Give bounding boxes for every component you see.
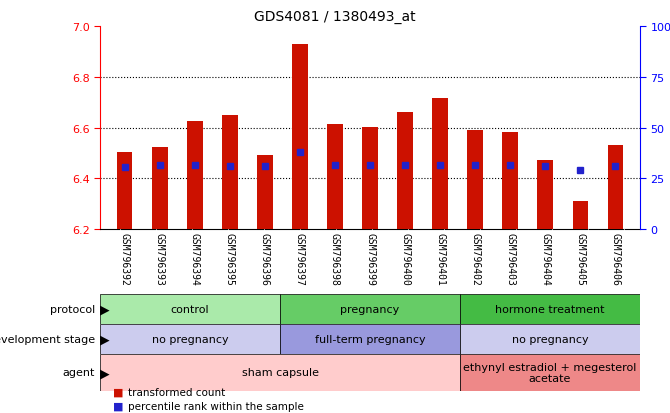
Text: GSM796404: GSM796404 [540, 233, 550, 285]
Text: GSM796399: GSM796399 [365, 233, 375, 285]
Bar [537, 161, 553, 230]
Bar [151, 148, 168, 230]
Text: GSM796393: GSM796393 [155, 233, 165, 285]
Text: ■: ■ [113, 387, 124, 397]
Text: no pregnancy: no pregnancy [512, 334, 588, 344]
Text: GSM796392: GSM796392 [119, 233, 129, 285]
Text: GSM796400: GSM796400 [400, 233, 410, 285]
Text: GSM796394: GSM796394 [190, 233, 200, 285]
Text: hormone treatment: hormone treatment [495, 304, 605, 314]
Text: GSM796406: GSM796406 [610, 233, 620, 285]
Bar [327, 125, 343, 230]
Text: full-term pregnancy: full-term pregnancy [315, 334, 425, 344]
Text: development stage: development stage [0, 334, 95, 344]
Text: GSM796398: GSM796398 [330, 233, 340, 285]
Text: control: control [171, 304, 209, 314]
Bar [572, 201, 588, 230]
Bar [467, 131, 483, 230]
Bar [460, 294, 640, 324]
Text: GSM796405: GSM796405 [576, 233, 586, 285]
Text: agent: agent [62, 368, 95, 377]
Bar [292, 45, 308, 230]
Text: transformed count: transformed count [128, 387, 225, 397]
Text: protocol: protocol [50, 304, 95, 314]
Text: GSM796403: GSM796403 [505, 233, 515, 285]
Bar [117, 153, 133, 230]
Bar [460, 354, 640, 391]
Bar [397, 113, 413, 230]
Text: sham capsule: sham capsule [241, 368, 318, 377]
Bar [432, 98, 448, 230]
Bar [460, 324, 640, 354]
Bar [257, 156, 273, 230]
Bar [362, 128, 378, 230]
Text: ■: ■ [113, 401, 124, 411]
Text: no pregnancy: no pregnancy [151, 334, 228, 344]
Text: GSM796397: GSM796397 [295, 233, 305, 285]
Text: ethynyl estradiol + megesterol
acetate: ethynyl estradiol + megesterol acetate [464, 362, 636, 383]
Bar [280, 324, 460, 354]
Text: ▶: ▶ [96, 366, 110, 379]
Text: GSM796395: GSM796395 [224, 233, 234, 285]
Bar [608, 145, 623, 230]
Text: percentile rank within the sample: percentile rank within the sample [128, 401, 304, 411]
Text: GDS4081 / 1380493_at: GDS4081 / 1380493_at [254, 10, 416, 24]
Bar [187, 122, 202, 230]
Bar [222, 115, 238, 230]
Bar [100, 354, 460, 391]
Text: ▶: ▶ [96, 333, 110, 346]
Bar [280, 294, 460, 324]
Text: GSM796401: GSM796401 [435, 233, 445, 285]
Text: pregnancy: pregnancy [340, 304, 399, 314]
Text: ▶: ▶ [96, 303, 110, 316]
Text: GSM796396: GSM796396 [260, 233, 270, 285]
Bar [502, 133, 518, 230]
Bar [100, 324, 280, 354]
Bar [100, 294, 280, 324]
Text: GSM796402: GSM796402 [470, 233, 480, 285]
